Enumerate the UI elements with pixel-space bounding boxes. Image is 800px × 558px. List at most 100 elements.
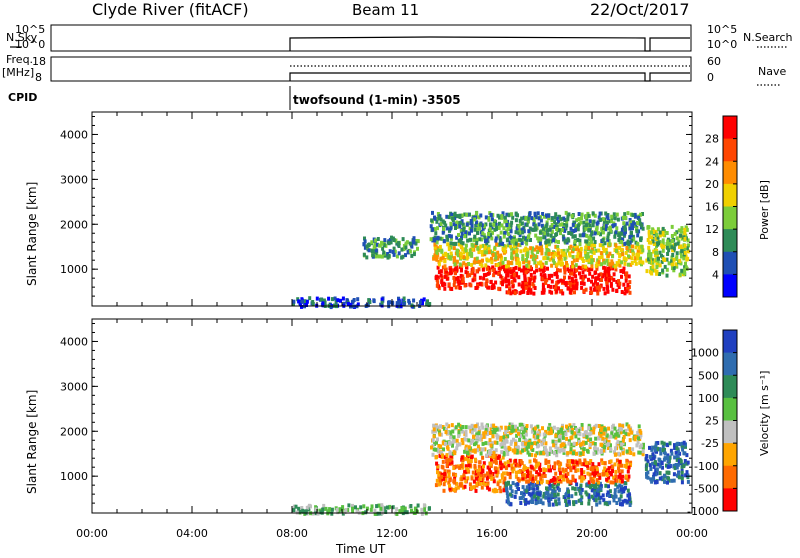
data-cell bbox=[628, 438, 632, 443]
data-cell bbox=[498, 236, 502, 241]
data-cell bbox=[548, 484, 552, 489]
data-cell bbox=[497, 266, 501, 271]
data-cell bbox=[568, 423, 572, 428]
data-cell bbox=[601, 461, 605, 465]
data-cell bbox=[625, 221, 629, 226]
data-cell bbox=[473, 217, 477, 222]
data-cell bbox=[351, 503, 354, 508]
data-cell bbox=[341, 511, 345, 516]
data-cell bbox=[574, 500, 578, 505]
data-cell bbox=[436, 447, 440, 452]
data-cell bbox=[619, 231, 623, 236]
data-cell bbox=[606, 235, 610, 240]
data-cell bbox=[509, 244, 513, 249]
data-cell bbox=[508, 422, 512, 427]
data-cell bbox=[625, 287, 629, 292]
data-cell bbox=[614, 267, 618, 272]
data-cell bbox=[517, 237, 521, 242]
data-cell bbox=[561, 431, 565, 436]
data-cell bbox=[476, 231, 480, 235]
data-cell bbox=[616, 262, 620, 267]
data-cell bbox=[438, 471, 442, 476]
data-cell bbox=[571, 460, 575, 465]
data-cell bbox=[526, 450, 530, 455]
data-cell bbox=[525, 485, 529, 490]
data-cell bbox=[620, 502, 624, 507]
data-cell bbox=[547, 213, 551, 218]
data-cell bbox=[524, 498, 528, 503]
data-cell bbox=[680, 480, 684, 485]
data-cell bbox=[514, 273, 518, 278]
data-cell bbox=[473, 427, 477, 432]
data-cell bbox=[679, 459, 683, 464]
data-cell bbox=[675, 251, 679, 256]
data-cell bbox=[574, 468, 578, 473]
data-cell bbox=[435, 283, 439, 288]
data-cell bbox=[595, 467, 599, 472]
data-cell bbox=[556, 427, 560, 432]
data-cell bbox=[529, 499, 533, 504]
data-cell bbox=[501, 280, 504, 285]
data-cell bbox=[599, 272, 603, 277]
data-cell bbox=[459, 229, 463, 234]
data-cell bbox=[589, 485, 593, 490]
data-cell bbox=[510, 246, 514, 251]
data-cell bbox=[561, 291, 565, 296]
data-cell bbox=[557, 286, 560, 291]
data-cell bbox=[503, 441, 507, 446]
data-cell bbox=[608, 225, 612, 230]
data-cell bbox=[508, 475, 512, 480]
data-cell bbox=[514, 218, 518, 223]
data-cell bbox=[651, 268, 654, 273]
data-cell bbox=[502, 234, 506, 239]
data-cell bbox=[540, 251, 544, 256]
colorbar-segment bbox=[723, 206, 737, 230]
data-cell bbox=[541, 276, 545, 281]
data-cell bbox=[534, 497, 538, 501]
data-cell bbox=[439, 256, 443, 261]
data-cell bbox=[477, 225, 481, 230]
colorbar-segment bbox=[723, 397, 737, 421]
data-cell bbox=[615, 501, 619, 505]
data-cell bbox=[441, 230, 445, 235]
data-cell bbox=[507, 445, 511, 450]
data-cell bbox=[579, 483, 583, 488]
data-cell bbox=[604, 227, 608, 232]
data-cell bbox=[590, 255, 593, 259]
data-cell bbox=[405, 510, 409, 515]
data-cell bbox=[598, 431, 601, 436]
data-cell bbox=[598, 500, 602, 505]
data-cell bbox=[426, 299, 429, 304]
data-cell bbox=[620, 487, 623, 492]
data-cell bbox=[495, 472, 499, 477]
data-cell bbox=[362, 252, 366, 257]
data-cell bbox=[471, 438, 475, 443]
data-cell bbox=[658, 464, 662, 469]
data-cell bbox=[532, 479, 535, 484]
data-cell bbox=[450, 287, 454, 291]
data-cell bbox=[599, 433, 603, 438]
data-cell bbox=[582, 220, 586, 225]
data-cell bbox=[683, 265, 687, 270]
data-cell bbox=[517, 227, 521, 232]
data-cell bbox=[437, 444, 441, 448]
data-cell bbox=[510, 489, 514, 494]
data-cell bbox=[445, 453, 449, 458]
data-cell bbox=[533, 258, 537, 263]
noise-tick-left-top: 10^5 bbox=[15, 23, 45, 36]
data-cell bbox=[493, 489, 497, 494]
data-cell bbox=[515, 238, 519, 243]
data-cell bbox=[465, 447, 469, 452]
data-cell bbox=[530, 429, 534, 434]
data-cell bbox=[532, 291, 536, 296]
data-cell bbox=[629, 451, 633, 455]
data-cell bbox=[530, 452, 534, 457]
data-cell bbox=[626, 248, 630, 253]
data-cell bbox=[613, 488, 617, 493]
panel-frame bbox=[91, 318, 693, 514]
data-cell bbox=[537, 246, 541, 251]
data-cell bbox=[555, 289, 559, 294]
data-cell bbox=[511, 424, 515, 429]
data-cell bbox=[527, 229, 531, 234]
data-cell bbox=[498, 427, 502, 432]
